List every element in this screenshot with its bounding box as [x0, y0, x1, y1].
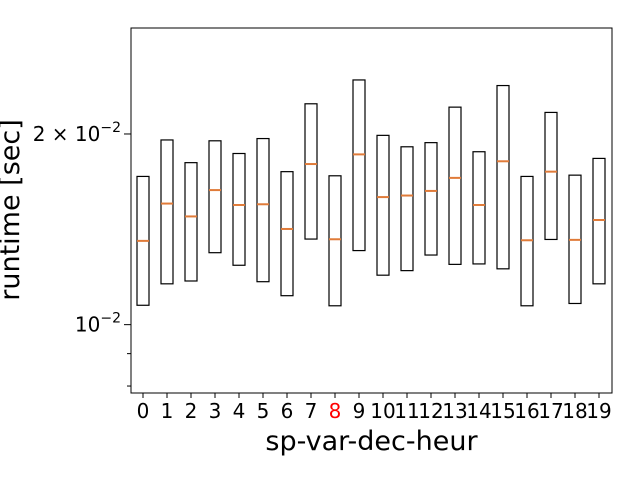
boxes: [136, 79, 606, 307]
x-tick-label-7: 7: [305, 399, 318, 423]
box-4: [232, 152, 246, 266]
box-12: [424, 142, 438, 256]
box-5: [256, 137, 270, 283]
box-6: [280, 171, 294, 297]
box-2: [184, 162, 198, 282]
box-14: [472, 151, 486, 265]
box-19: [592, 157, 606, 285]
x-tick-label-17: 17: [538, 399, 563, 423]
plot-area: [131, 28, 612, 393]
box-11: [400, 146, 414, 272]
y-axis-label: runtime [sec]: [0, 119, 26, 301]
x-tick-label-0: 0: [137, 399, 150, 423]
x-tick-label-14: 14: [466, 399, 491, 423]
x-tick-label-2: 2: [185, 399, 198, 423]
x-tick-label-19: 19: [586, 399, 611, 423]
y-tick-label-1: 2 × 10−2: [33, 120, 121, 146]
x-axis-label: sp-var-dec-heur: [265, 426, 478, 457]
box-13: [448, 106, 462, 265]
x-tick-label-6: 6: [281, 399, 294, 423]
x-tick-label-9: 9: [353, 399, 366, 423]
x-tick-label-11: 11: [394, 399, 419, 423]
x-tick-label-3: 3: [209, 399, 222, 423]
x-tick-label-18: 18: [562, 399, 587, 423]
y-tick-label-0: 10−2: [75, 311, 121, 337]
plot-frame: [130, 27, 613, 394]
box-7: [304, 103, 318, 240]
x-tick-label-13: 13: [442, 399, 467, 423]
box-17: [544, 111, 558, 241]
box-15: [496, 84, 510, 270]
x-tick-label-10: 10: [370, 399, 395, 423]
box-3: [208, 140, 222, 254]
x-tick-label-4: 4: [233, 399, 246, 423]
x-tick-label-15: 15: [490, 399, 515, 423]
box-1: [160, 139, 174, 285]
box-9: [352, 79, 366, 252]
x-tick-label-8: 8: [329, 399, 342, 423]
y-axis-ticks: 10−2 2 × 10−2: [33, 120, 131, 387]
x-tick-label-5: 5: [257, 399, 270, 423]
x-tick-label-12: 12: [418, 399, 443, 423]
box-10: [376, 134, 390, 276]
x-tick-label-1: 1: [161, 399, 174, 423]
x-tick-label-16: 16: [514, 399, 539, 423]
box-8: [328, 175, 342, 307]
